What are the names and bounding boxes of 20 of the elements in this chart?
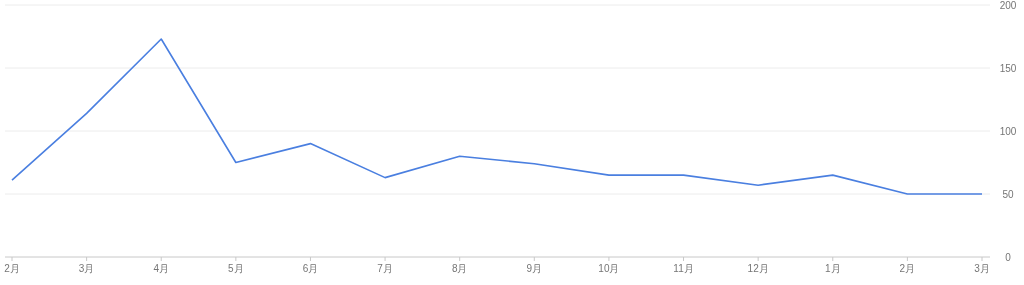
x-tick-label: 5月 (228, 263, 244, 274)
y-tick-label: 150 (999, 62, 1017, 74)
x-tick-label: 12月 (747, 263, 769, 274)
line-series (11, 38, 983, 195)
y-tick-label: 0 (1005, 251, 1012, 263)
x-tick-label: 8月 (451, 263, 468, 274)
x-tick-label: 6月 (302, 263, 319, 274)
x-tick-label: 4月 (153, 263, 170, 274)
x-tick-label: 9月 (526, 263, 543, 274)
x-tick-label: 3月 (78, 263, 95, 274)
y-tick-label: 200 (999, 0, 1017, 11)
x-tick-label: 2月 (899, 263, 916, 274)
x-tick-label: 11月 (673, 263, 694, 274)
x-tick-label: 1月 (824, 263, 841, 274)
x-tick-label: 3月 (974, 263, 990, 274)
y-tick-label: 100 (999, 125, 1017, 137)
x-tick-label: 2月 (4, 263, 20, 274)
x-tick-label: 10月 (598, 263, 620, 274)
x-tick-label: 7月 (377, 263, 393, 274)
y-tick-label: 50 (1002, 188, 1014, 200)
